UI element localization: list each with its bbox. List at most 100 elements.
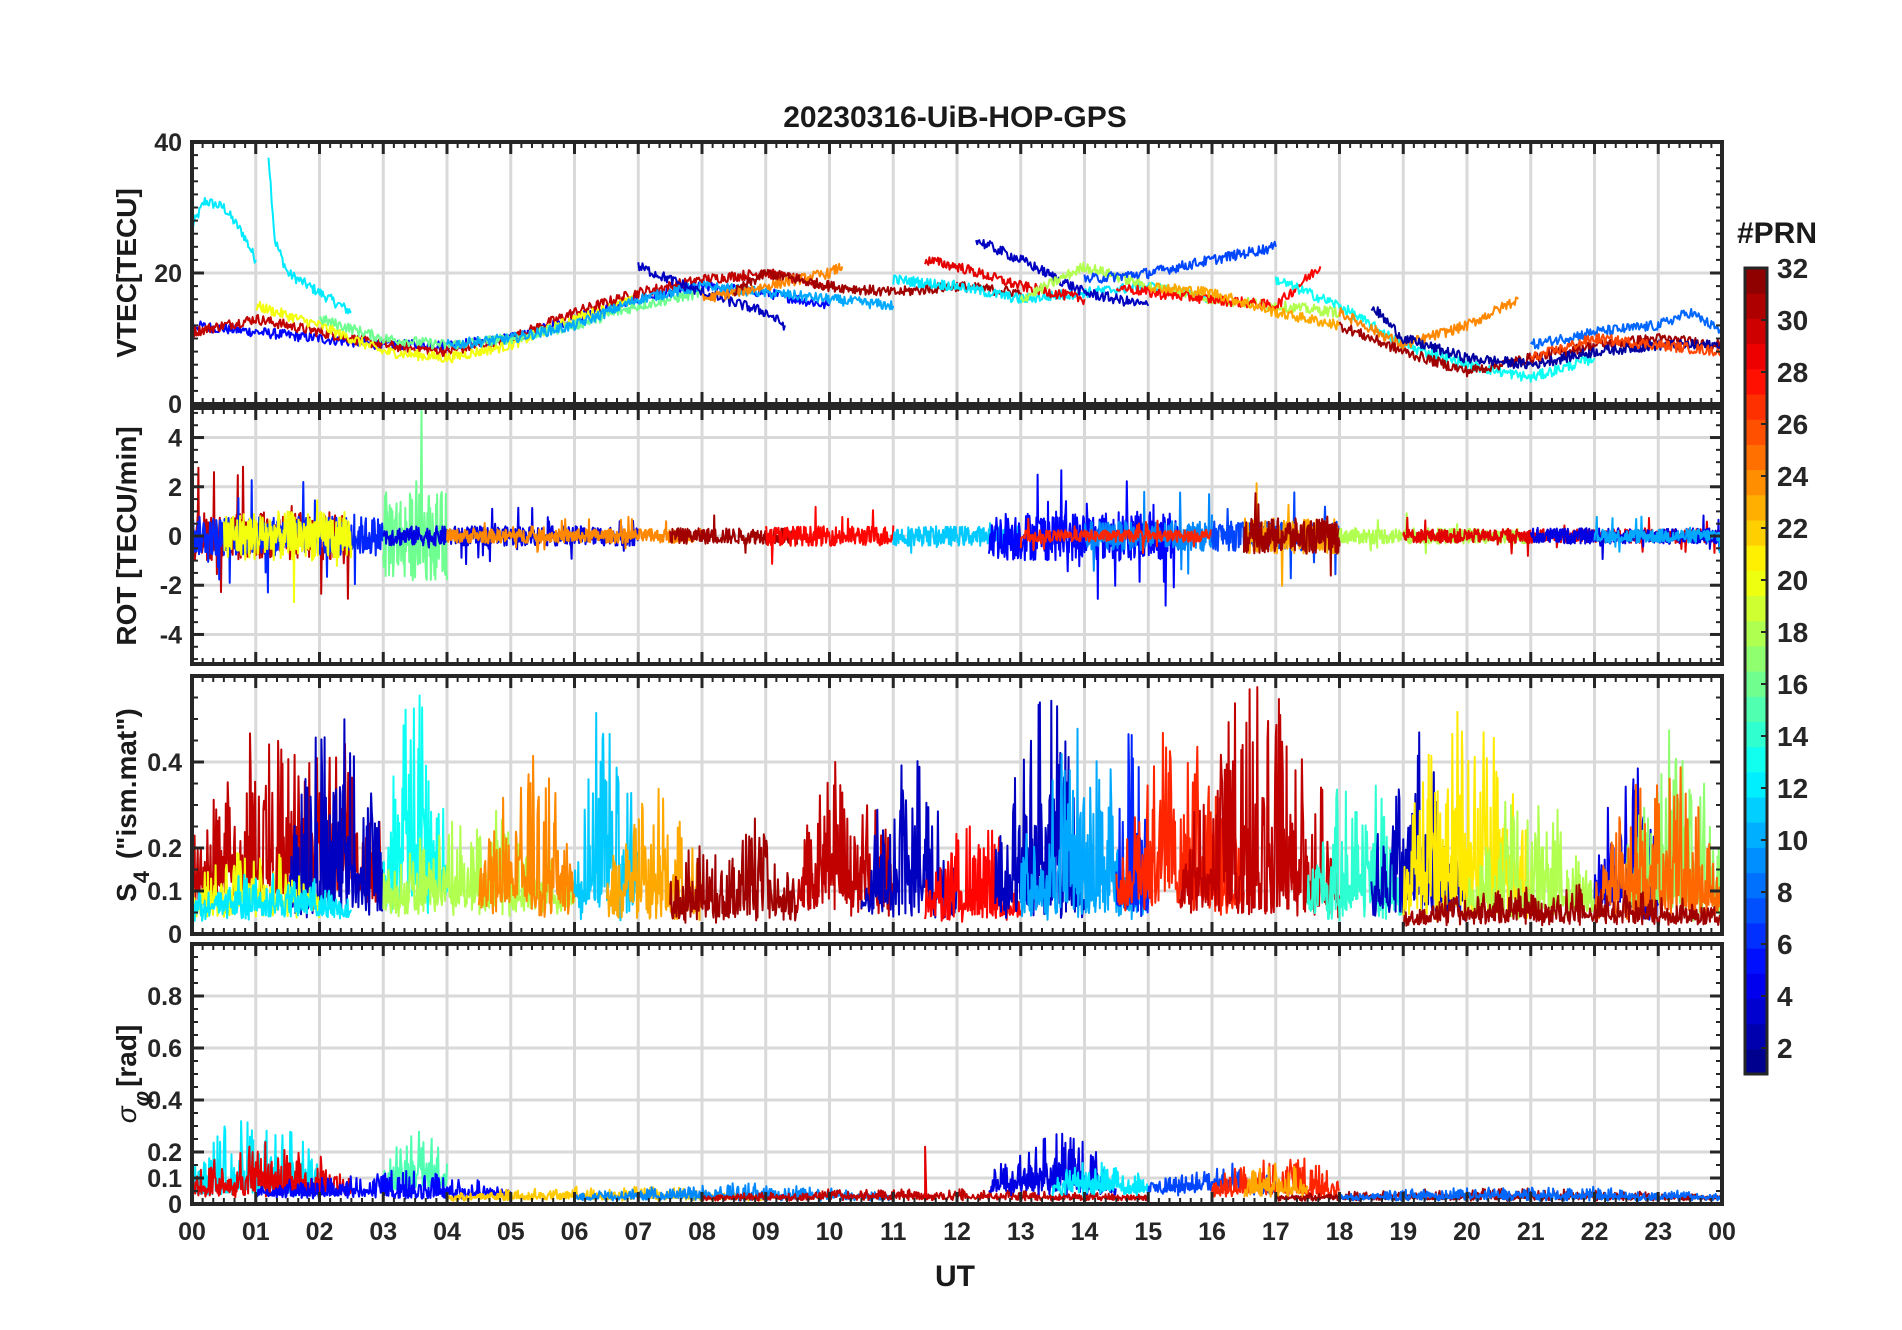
series-line-prn-16	[382, 408, 448, 582]
chart-title: 20230316-UiB-HOP-GPS	[783, 101, 1126, 134]
panel-1: 0 20 40 VTEC[TECU]	[111, 129, 1724, 419]
x-tick-label: 16	[1198, 1218, 1226, 1246]
x-tick-label: 00	[1708, 1218, 1736, 1246]
colorbar-tick-label: 2	[1777, 1033, 1793, 1064]
series-line-prn-16	[318, 288, 703, 350]
series-line-prn-31	[669, 817, 799, 924]
x-axis-label: UT	[935, 1260, 975, 1293]
series-line-prn-12	[1051, 1161, 1150, 1197]
colorbar-segment	[1745, 519, 1767, 546]
colorbar-segment	[1745, 1023, 1767, 1050]
series-line-prn-31	[1402, 883, 1722, 927]
series-line-prn-27	[1115, 731, 1245, 916]
panel-2: -4 -2 0 2 4 ROT [TECU/min]	[111, 406, 1724, 666]
y-tick-label: 2	[168, 474, 182, 502]
series-line-prn-12	[267, 157, 352, 315]
series-line-prn-3	[975, 239, 1150, 307]
y-tick-label: 40	[154, 129, 182, 157]
series-line-prn-28	[1115, 266, 1322, 312]
x-tick-label: 00	[178, 1218, 206, 1246]
series-line-prn-24	[701, 262, 844, 303]
colorbar-segment	[1745, 872, 1767, 899]
x-tick-label: 05	[497, 1218, 525, 1246]
colorbar-segment	[1745, 671, 1767, 697]
y-tick-label: 0.8	[147, 983, 182, 1011]
series-line-prn-27	[1211, 1157, 1340, 1199]
x-tick-label: 19	[1389, 1218, 1417, 1246]
colorbar-tick-label: 6	[1777, 929, 1793, 960]
x-tick-label: 10	[816, 1218, 844, 1246]
y-tick-label: 0.1	[147, 1165, 182, 1193]
x-tick-label: 12	[943, 1218, 971, 1246]
colorbar-tick-label: 16	[1777, 669, 1808, 700]
series-line-prn-24	[446, 515, 703, 553]
x-tick-label: 01	[242, 1218, 270, 1246]
colorbar-segment	[1745, 268, 1767, 294]
colorbar-tick-label: 24	[1777, 461, 1809, 492]
series-line-prn-13	[1274, 276, 1596, 383]
colorbar-tick-label: 30	[1777, 305, 1808, 336]
series-line-prn-23	[1243, 1162, 1309, 1198]
x-tick-label: 03	[369, 1218, 397, 1246]
colorbar-segment	[1745, 822, 1767, 848]
x-tick-label: 13	[1007, 1218, 1035, 1246]
y-tick-label: 0.1	[147, 878, 182, 906]
series-line-prn-28	[764, 505, 895, 565]
series-line-prn-18	[1338, 512, 1532, 555]
x-tick-label: 04	[433, 1218, 461, 1246]
x-tick-label: 17	[1262, 1218, 1290, 1246]
colorbar-segment	[1745, 494, 1767, 521]
y-tick-label: 0.2	[147, 835, 182, 863]
colorbar-segment	[1745, 393, 1767, 420]
colorbar-segment	[1745, 847, 1767, 874]
y-axis-label: σφ[rad]	[111, 1025, 154, 1124]
series-line-prn-27	[1019, 517, 1213, 555]
colorbar-segment	[1745, 771, 1767, 798]
series-line-prn-31	[669, 514, 799, 554]
x-tick-label: 22	[1581, 1218, 1609, 1246]
y-tick-label: 0.2	[147, 1139, 182, 1167]
colorbar-frame	[1743, 266, 1769, 1076]
x-tick-label: 14	[1071, 1218, 1099, 1246]
colorbar-tick-label: 26	[1777, 409, 1808, 440]
colorbar-segment	[1745, 796, 1767, 823]
y-tick-label: 0.6	[147, 1035, 182, 1063]
colorbar-tick-label: 32	[1777, 253, 1808, 284]
series-line-prn-18	[382, 809, 576, 918]
series-line-prn-20	[255, 295, 640, 364]
colorbar-segment	[1745, 293, 1767, 319]
colorbar-segment	[1745, 595, 1767, 622]
y-tick-label: -4	[160, 621, 182, 649]
y-tick-label: 0	[168, 523, 182, 551]
series-line-prn-12	[192, 196, 257, 264]
series-line-prn-26	[1529, 333, 1722, 362]
series-line-prn-13	[382, 694, 448, 914]
y-axis-label: ROT [TECU/min]	[111, 426, 142, 645]
colorbar-segment	[1745, 973, 1767, 1000]
y-tick-label: 4	[168, 425, 182, 453]
colorbar-tick-label: 10	[1777, 825, 1808, 856]
colorbar-segment	[1745, 721, 1767, 748]
colorbar-segment	[1745, 368, 1767, 395]
y-axis-label: S4 ("ism.mat")	[111, 708, 154, 902]
colorbar-tick-label: 12	[1777, 773, 1808, 804]
colorbar-segment	[1745, 922, 1767, 949]
colorbar-segment	[1745, 645, 1767, 672]
colorbar-segment	[1745, 318, 1767, 345]
panel-3: 0 0.1 0.2 0.4S4 ("ism.mat")	[111, 674, 1724, 949]
y-axis-label: VTEC[TECU]	[111, 188, 142, 358]
x-tick-label: 08	[688, 1218, 716, 1246]
colorbar-segment	[1745, 696, 1767, 722]
y-tick-label: 0.4	[147, 749, 182, 777]
colorbar-tick-label: 22	[1777, 513, 1808, 544]
y-tick-label: 20	[154, 260, 182, 288]
colorbar-segment	[1745, 444, 1767, 471]
colorbar-tick-label: 4	[1777, 981, 1793, 1012]
colorbar-segment	[1745, 545, 1767, 571]
colorbar-tick-label: 8	[1777, 877, 1793, 908]
series-line-prn-5	[254, 1169, 512, 1200]
x-tick-label: 21	[1517, 1218, 1545, 1246]
